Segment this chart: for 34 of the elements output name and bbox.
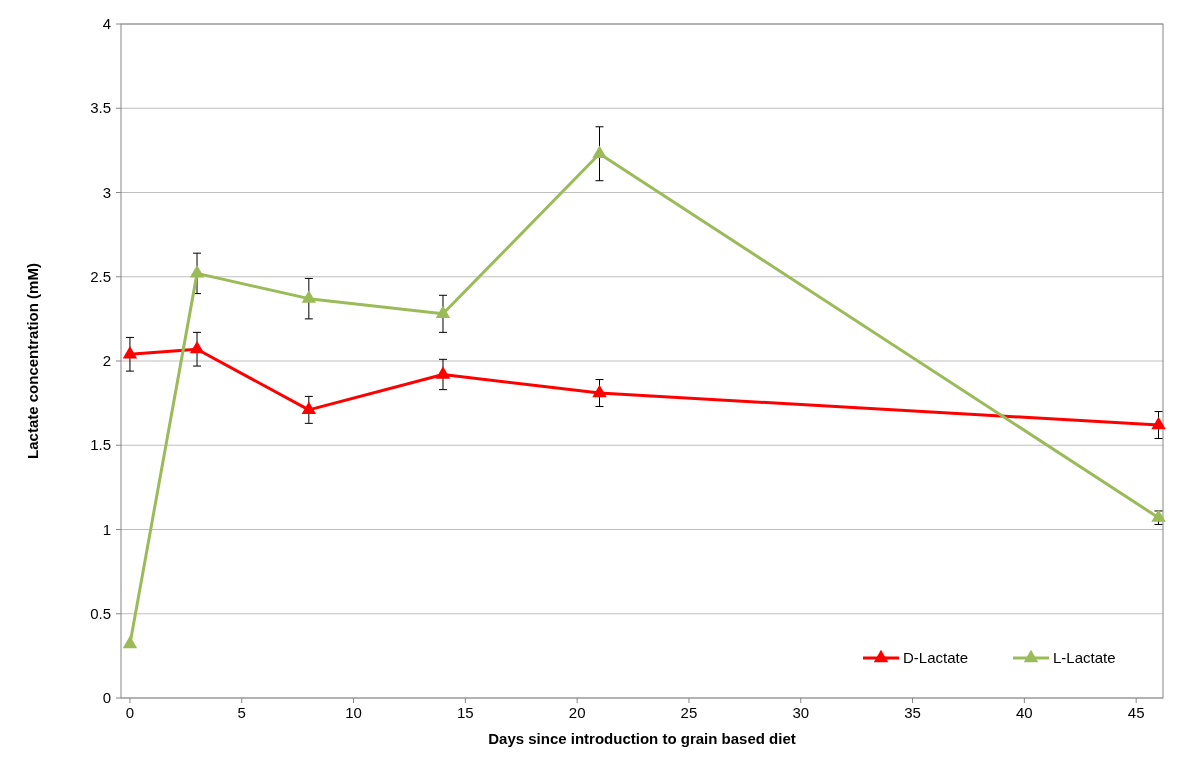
legend-label: D-Lactate — [903, 649, 969, 666]
point — [301, 401, 317, 415]
legend-label: L-Lactate — [1053, 649, 1116, 666]
y-tick-label: 0.5 — [90, 604, 111, 622]
x-tick-label: 15 — [457, 704, 474, 721]
y-tick-label: 3 — [102, 183, 111, 201]
point — [189, 265, 205, 278]
point — [435, 305, 451, 318]
x-tick-label: 5 — [237, 704, 246, 721]
point — [435, 366, 451, 379]
point — [592, 145, 607, 158]
x-tick-label: 20 — [568, 704, 586, 721]
x-tick-label: 10 — [345, 704, 362, 721]
x-tick-label: 35 — [904, 704, 921, 721]
y-tick-label: 2 — [102, 352, 111, 369]
point — [592, 384, 607, 398]
y-tick-label: 1.5 — [90, 436, 111, 454]
point — [122, 345, 138, 359]
point — [301, 290, 317, 303]
x-tick-label: 0 — [125, 704, 135, 721]
y-tick-label: 4 — [102, 15, 111, 32]
point — [1151, 416, 1166, 430]
y-axis-title: Lactate concentration (mM) — [24, 263, 41, 459]
point — [189, 340, 205, 354]
x-tick-label: 45 — [1127, 704, 1145, 721]
x-tick-label: 25 — [680, 704, 698, 721]
x-tick-label: 40 — [1016, 704, 1033, 721]
y-tick-label: 2.5 — [90, 267, 111, 285]
y-tick-label: 3.5 — [90, 99, 111, 117]
x-axis-title: Days since introduction to grain based diet — [488, 730, 796, 747]
y-tick-label: 1 — [102, 520, 111, 538]
x-tick-label: 30 — [792, 704, 810, 721]
y-tick-label: 0 — [102, 689, 111, 706]
point — [122, 635, 138, 649]
